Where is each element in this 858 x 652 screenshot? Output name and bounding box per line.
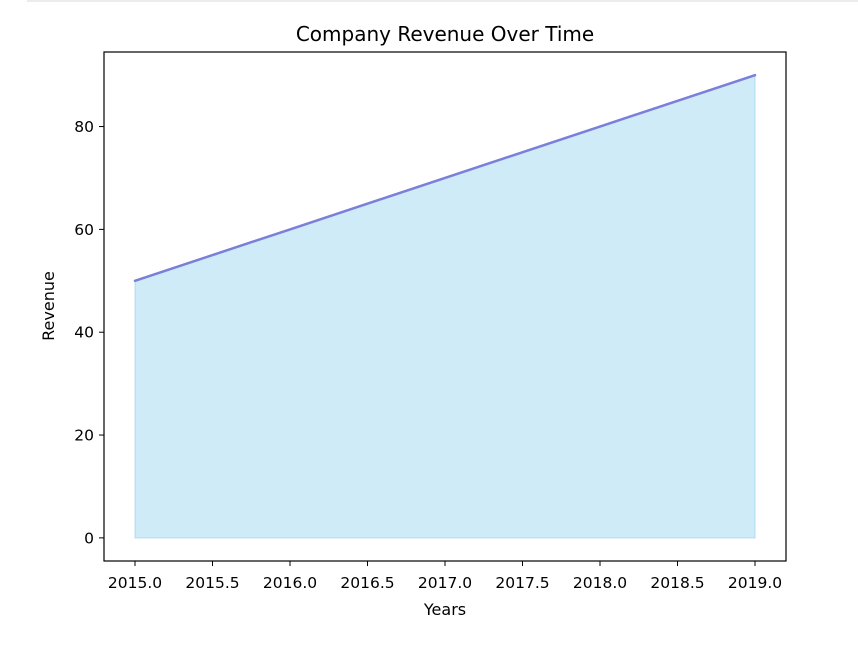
plot-area: [133, 73, 757, 539]
x-tick-label: 2016.5: [340, 574, 394, 592]
x-tick-label: 2018.0: [573, 574, 627, 592]
y-tick-label: 20: [74, 427, 94, 445]
x-tick-label: 2015.5: [185, 574, 239, 592]
x-axis-label: Years: [423, 600, 466, 619]
x-tick-label: 2019.0: [728, 574, 782, 592]
y-tick-label: 60: [74, 221, 94, 239]
x-tick-label: 2018.5: [650, 574, 704, 592]
area-fill: [134, 74, 756, 539]
top-divider: [27, 0, 858, 2]
y-tick-label: 0: [84, 529, 94, 547]
x-tick-label: 2015.0: [108, 574, 162, 592]
chart-title: Company Revenue Over Time: [296, 22, 594, 46]
x-tick-label: 2016.0: [263, 574, 317, 592]
x-axis-ticks: 2015.0 2015.5 2016.0 2016.5 2017.0 2017.5 2018…: [108, 561, 782, 592]
y-axis-label: Revenue: [39, 271, 58, 341]
x-tick-label: 2017.0: [418, 574, 472, 592]
y-tick-label: 80: [74, 118, 94, 136]
plot-frame: [103, 51, 787, 562]
y-tick-label: 40: [74, 324, 94, 342]
x-tick-label: 2017.5: [495, 574, 549, 592]
y-axis-ticks: 0 20 40 60 80: [74, 118, 104, 547]
